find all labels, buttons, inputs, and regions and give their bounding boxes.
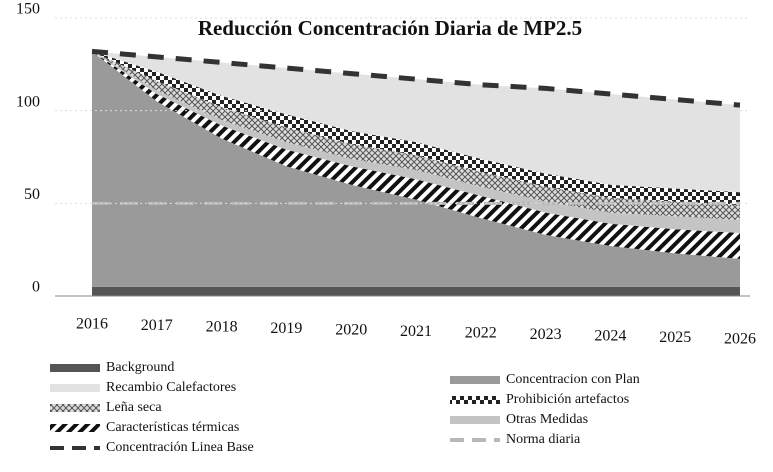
x-tick-label: 2016 — [76, 316, 108, 333]
legend-label: Recambio Calefactores — [106, 380, 236, 395]
area — [92, 51, 740, 193]
x-tick-label: 2026 — [724, 331, 756, 348]
area — [92, 51, 740, 206]
legend-label: Norma diaria — [506, 432, 581, 447]
chart-title: Reducción Concentración Diaria de MP2.5 — [198, 16, 582, 40]
y-tick-label: 50 — [24, 186, 40, 203]
x-tick-label: 2024 — [594, 328, 626, 345]
x-tick-label: 2023 — [530, 326, 562, 343]
legend-swatch — [50, 364, 100, 372]
legend-label: Background — [106, 360, 174, 375]
legend-swatch — [50, 384, 100, 392]
legend-label: Prohibición artefactos — [506, 392, 629, 407]
x-tick-label: 2025 — [659, 329, 691, 346]
y-tick-label: 100 — [16, 93, 40, 110]
x-tick-label: 2019 — [270, 320, 302, 337]
legend-swatch — [450, 396, 500, 404]
legend-swatch — [50, 404, 100, 412]
area — [92, 286, 740, 296]
legend-label: Concentracion con Plan — [506, 372, 640, 387]
legend-label: Características térmicas — [106, 420, 239, 435]
x-tick-label: 2018 — [206, 319, 238, 336]
plot-area — [91, 48, 741, 296]
legend-label: Otras Medidas — [506, 412, 588, 427]
x-tick-label: 2022 — [465, 325, 497, 342]
legend-label: Concentración Linea Base — [106, 440, 254, 455]
area — [92, 51, 740, 259]
legend-swatch — [450, 416, 500, 424]
x-tick-label: 2021 — [400, 323, 432, 340]
legend-label: Leña seca — [106, 400, 162, 415]
legend-swatch — [50, 424, 100, 432]
y-tick-label: 0 — [32, 279, 40, 296]
area — [92, 51, 740, 287]
x-tick-label: 2020 — [335, 322, 367, 339]
line — [91, 48, 741, 108]
x-tick-label: 2017 — [141, 317, 173, 334]
y-tick-label: 150 — [16, 1, 40, 18]
legend-swatch — [450, 376, 500, 384]
